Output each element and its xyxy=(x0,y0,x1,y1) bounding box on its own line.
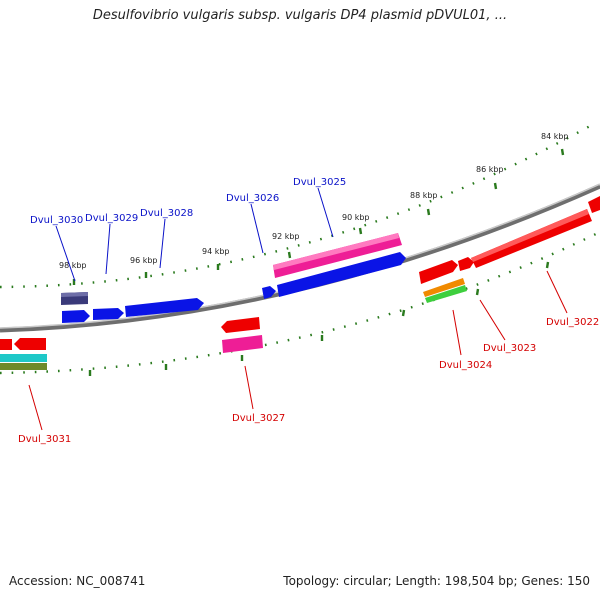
major-tick xyxy=(426,208,431,216)
gene-dvul-3024-fwd[interactable] xyxy=(419,260,458,284)
major-ticks-inner xyxy=(88,261,550,376)
plasmid-backbone-highlight xyxy=(0,183,600,329)
tick-label-94kbp: 94 kbp xyxy=(202,247,230,256)
gene-highlight xyxy=(273,233,399,270)
major-tick xyxy=(493,182,498,190)
leader-line xyxy=(479,299,506,341)
leader-line xyxy=(317,187,334,238)
gene-label-dvul-3029: Dvul_3029 xyxy=(85,213,138,224)
leader-line xyxy=(105,223,111,275)
gene-dvul-3031-cyan[interactable] xyxy=(0,354,47,362)
tick-label-84kbp: 84 kbp xyxy=(541,132,569,141)
gene-labels-top: Dvul_3030 Dvul_3029 Dvul_3028 Dvul_3026 … xyxy=(30,177,346,226)
gene-dvul-3027-pink[interactable] xyxy=(222,335,263,353)
summary-text: Topology: circular; Length: 198,504 bp; … xyxy=(283,574,590,588)
tick-label-86kbp: 86 kbp xyxy=(476,165,504,174)
plasmid-backbone xyxy=(0,183,600,333)
reverse-strand-genes xyxy=(0,278,467,370)
gene-dvul-3029[interactable] xyxy=(62,310,90,323)
tick-label-96kbp: 96 kbp xyxy=(130,256,158,265)
gene-label-dvul-3023: Dvul_3023 xyxy=(483,343,536,354)
gene-label-dvul-3027: Dvul_3027 xyxy=(232,413,285,424)
leader-line xyxy=(159,218,166,269)
gene-highlight xyxy=(471,209,589,262)
accession-text: Accession: NC_008741 xyxy=(9,574,146,588)
gene-label-dvul-3024: Dvul_3024 xyxy=(439,360,492,371)
gene-dvul-3024-green[interactable] xyxy=(425,285,467,303)
gene-label-dvul-3025: Dvul_3025 xyxy=(293,177,346,188)
tick-label-90kbp: 90 kbp xyxy=(342,213,370,222)
leader-line xyxy=(250,203,264,254)
gene-dvul-3023-fwd[interactable] xyxy=(458,257,474,271)
inner-tick-ring xyxy=(0,230,600,375)
gene-dvul-3031[interactable] xyxy=(14,338,46,350)
gene-label-dvul-3022: Dvul_3022 xyxy=(546,317,599,328)
gene-dvul-3027[interactable] xyxy=(221,317,260,333)
major-tick xyxy=(475,288,480,296)
major-tick xyxy=(358,227,363,235)
major-tick xyxy=(287,251,292,259)
leader-line xyxy=(55,225,76,282)
tick-label-92kbp: 92 kbp xyxy=(272,232,300,241)
gene-label-dvul-3026: Dvul_3026 xyxy=(226,193,279,204)
gene-dvul-3028[interactable] xyxy=(125,298,204,317)
gene-dvul-3024-orange[interactable] xyxy=(423,278,465,297)
gene-label-dvul-3030: Dvul_3030 xyxy=(30,215,83,226)
leader-line xyxy=(546,270,568,314)
gene-dvul-3021[interactable] xyxy=(588,196,600,213)
leader-lines xyxy=(28,187,568,431)
leader-line xyxy=(452,309,462,356)
forward-strand-genes xyxy=(0,196,600,350)
tick-labels: 84 kbp 86 kbp 88 kbp 90 kbp 92 kbp 94 kb… xyxy=(59,132,569,270)
leader-line xyxy=(28,384,43,431)
tick-label-88kbp: 88 kbp xyxy=(410,191,438,200)
gene-label-dvul-3028: Dvul_3028 xyxy=(140,208,193,219)
gene-dvul-3031-olive[interactable] xyxy=(0,363,47,370)
major-tick xyxy=(401,309,406,317)
gene-dvul-3026[interactable] xyxy=(277,252,406,297)
gene-dvul-3026-small[interactable] xyxy=(262,286,276,299)
gene-dvul-3031-fwd[interactable] xyxy=(0,339,12,350)
map-title: Desulfovibrio vulgaris subsp. vulgaris D… xyxy=(92,8,508,23)
major-ticks-outer xyxy=(72,148,565,285)
gene-label-dvul-3031: Dvul_3031 xyxy=(18,434,71,445)
gene-highlight xyxy=(61,292,88,297)
major-tick xyxy=(545,261,550,269)
leader-line xyxy=(244,365,254,410)
gene-dvul-3028a[interactable] xyxy=(93,308,124,320)
major-tick xyxy=(560,148,565,156)
tick-label-98kbp: 98 kbp xyxy=(59,261,87,270)
gene-labels-bottom: Dvul_3031 Dvul_3027 Dvul_3024 Dvul_3023 … xyxy=(18,317,599,445)
